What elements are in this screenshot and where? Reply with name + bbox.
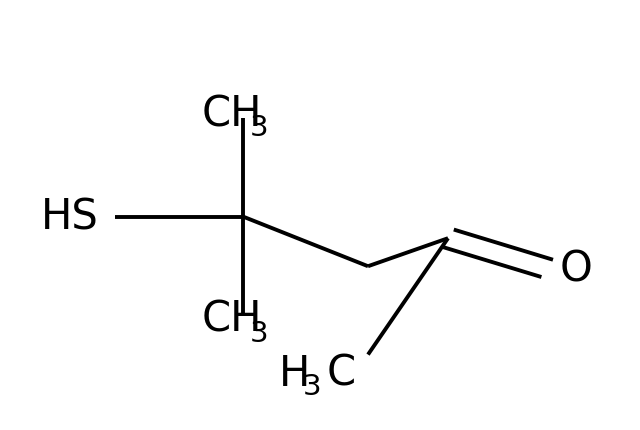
Text: HS: HS	[42, 196, 99, 238]
Text: 3: 3	[250, 114, 268, 141]
Text: C: C	[326, 352, 356, 394]
Text: CH: CH	[202, 298, 262, 340]
Text: 3: 3	[303, 373, 321, 400]
Text: CH: CH	[202, 93, 262, 135]
Text: 3: 3	[250, 319, 268, 347]
Text: H: H	[278, 352, 310, 394]
Text: O: O	[560, 248, 593, 290]
